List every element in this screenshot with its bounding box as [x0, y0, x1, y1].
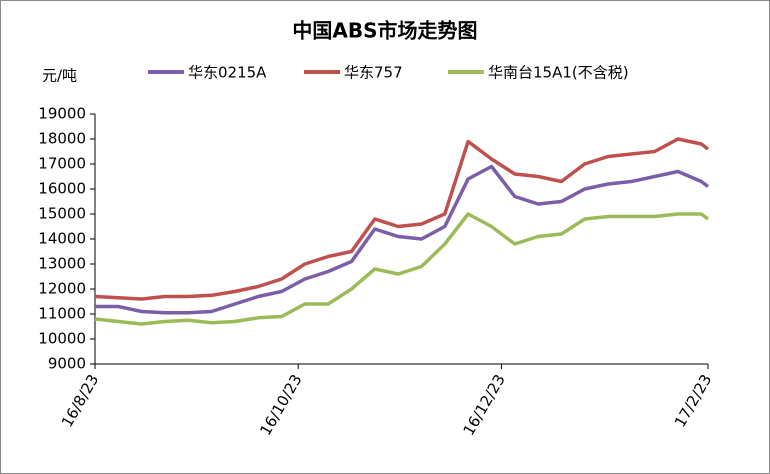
y-tick-label: 18000 — [38, 130, 86, 148]
y-tick-label: 14000 — [38, 230, 86, 248]
y-tick-label: 10000 — [38, 330, 86, 348]
y-axis-label: 元/吨 — [42, 67, 77, 85]
series-line — [94, 137, 710, 301]
y-tick-label: 19000 — [38, 105, 86, 123]
y-tick-label: 15000 — [38, 205, 86, 223]
series-line — [95, 164, 710, 315]
y-tick-label: 11000 — [38, 305, 86, 323]
y-tick-label: 13000 — [38, 255, 86, 273]
y-tick-label: 12000 — [38, 280, 86, 298]
y-tick-label: 17000 — [38, 155, 86, 173]
legend-label: 华东0215A — [188, 64, 267, 82]
chart-title: 中国ABS市场走势图 — [292, 19, 477, 43]
legend-label: 华南台15A1(不含税) — [488, 64, 629, 82]
legend-label: 华东757 — [344, 64, 403, 82]
y-tick-label: 16000 — [38, 180, 86, 198]
y-tick-label: 9000 — [48, 355, 86, 373]
series-line — [94, 212, 710, 326]
